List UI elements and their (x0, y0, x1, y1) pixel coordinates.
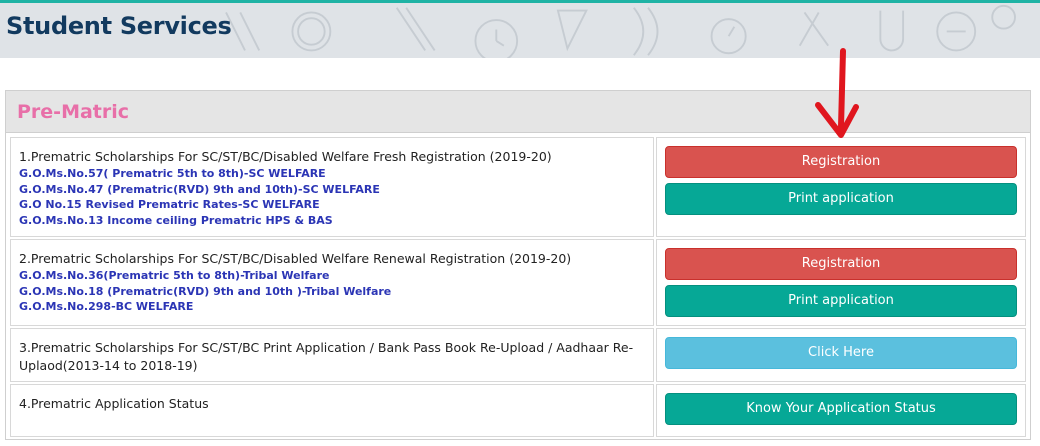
page-title: Student Services (6, 12, 232, 40)
application-status-button[interactable]: Know Your Application Status (665, 393, 1017, 425)
service-description-cell: 4.Prematric Application Status (10, 384, 654, 437)
table-row: 3.Prematric Scholarships For SC/ST/BC Pr… (10, 328, 1026, 382)
services-table: 1.Prematric Scholarships For SC/ST/BC/Di… (8, 135, 1028, 439)
service-title: 1.Prematric Scholarships For SC/ST/BC/Di… (19, 149, 552, 164)
red-down-arrow-icon (815, 48, 859, 138)
print-application-button[interactable]: Print application (665, 183, 1017, 215)
registration-button[interactable]: Registration (665, 146, 1017, 178)
panel-heading: Pre-Matric (6, 91, 1030, 133)
service-title: 2.Prematric Scholarships For SC/ST/BC/Di… (19, 251, 572, 266)
service-actions-cell: Registration Print application (656, 239, 1026, 326)
table-row: 4.Prematric Application Status Know Your… (10, 384, 1026, 437)
go-link[interactable]: G.O.Ms.No.298-BC WELFARE (19, 300, 194, 313)
panel-heading-text: Pre-Matric (17, 101, 130, 123)
prematric-panel: Pre-Matric 1.Prematric Scholarships For … (5, 90, 1031, 440)
go-link[interactable]: G.O.Ms.No.13 Income ceiling Prematric HP… (19, 213, 333, 227)
header-doodle-pattern (225, 4, 1016, 58)
service-actions-cell: Registration Print application (656, 137, 1026, 237)
go-link[interactable]: G.O.Ms.No.57( Prematric 5th to 8th)-SC W… (19, 167, 326, 180)
service-description-cell: 1.Prematric Scholarships For SC/ST/BC/Di… (10, 137, 654, 237)
go-link[interactable]: G.O.Ms.No.36(Prematric 5th to 8th)-Triba… (19, 269, 330, 282)
service-title: 4.Prematric Application Status (19, 396, 209, 411)
table-row: 2.Prematric Scholarships For SC/ST/BC/Di… (10, 239, 1026, 326)
registration-button[interactable]: Registration (665, 248, 1017, 280)
service-actions-cell: Click Here (656, 328, 1026, 382)
go-link[interactable]: G.O.Ms.No.47 (Prematric(RVD) 9th and 10t… (19, 182, 380, 196)
go-link[interactable]: G.O No.15 Revised Prematric Rates-SC WEL… (19, 198, 320, 211)
go-link[interactable]: G.O.Ms.No.18 (Prematric(RVD) 9th and 10t… (19, 284, 392, 298)
service-title: 3.Prematric Scholarships For SC/ST/BC Pr… (19, 340, 634, 373)
click-here-button[interactable]: Click Here (665, 337, 1017, 369)
service-description-cell: 2.Prematric Scholarships For SC/ST/BC/Di… (10, 239, 654, 326)
page-header: Student Services (0, 0, 1040, 58)
service-description-cell: 3.Prematric Scholarships For SC/ST/BC Pr… (10, 328, 654, 382)
print-application-button[interactable]: Print application (665, 285, 1017, 317)
service-actions-cell: Know Your Application Status (656, 384, 1026, 437)
table-row: 1.Prematric Scholarships For SC/ST/BC/Di… (10, 137, 1026, 237)
